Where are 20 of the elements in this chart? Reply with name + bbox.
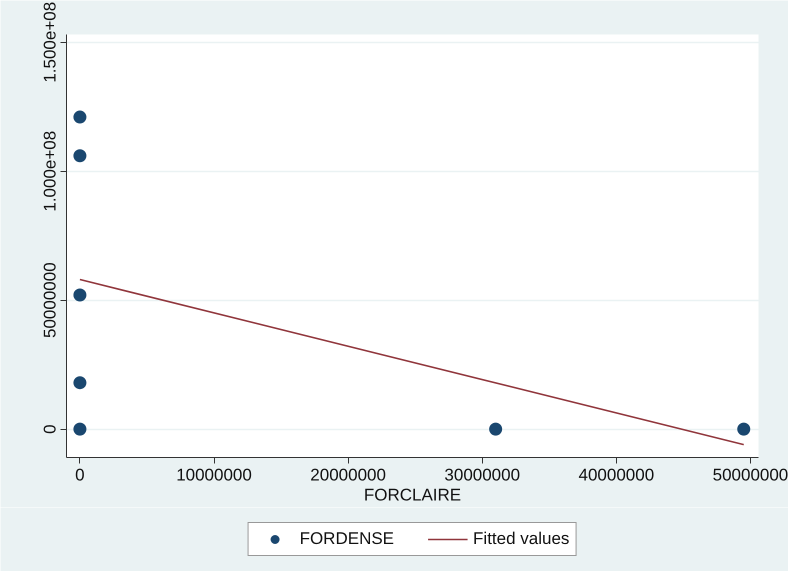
legend-label: FORDENSE: [300, 529, 394, 549]
point: [73, 110, 86, 124]
x-tick-label: 50000000: [712, 466, 788, 484]
legend-label: Fitted values: [473, 529, 570, 549]
x-tick-label: 10000000: [176, 466, 252, 484]
y-tick-label: 1.500e+08: [40, 2, 60, 83]
point: [73, 149, 86, 162]
point: [73, 422, 86, 436]
x-tick-label: 30000000: [444, 466, 520, 484]
y-tick-label: 1.000e+08: [40, 130, 60, 212]
x-tick-label: 20000000: [310, 466, 386, 484]
point: [73, 376, 86, 390]
x-axis-title: FORCLAIRE: [364, 486, 462, 504]
x-tick-label: 0: [75, 466, 85, 484]
x-tick-label: 40000000: [578, 466, 654, 484]
point: [73, 288, 86, 302]
point: [489, 422, 502, 436]
y-tick-label: 50000000: [40, 262, 60, 338]
point: [737, 422, 750, 436]
y-tick-label: 0: [40, 424, 60, 434]
